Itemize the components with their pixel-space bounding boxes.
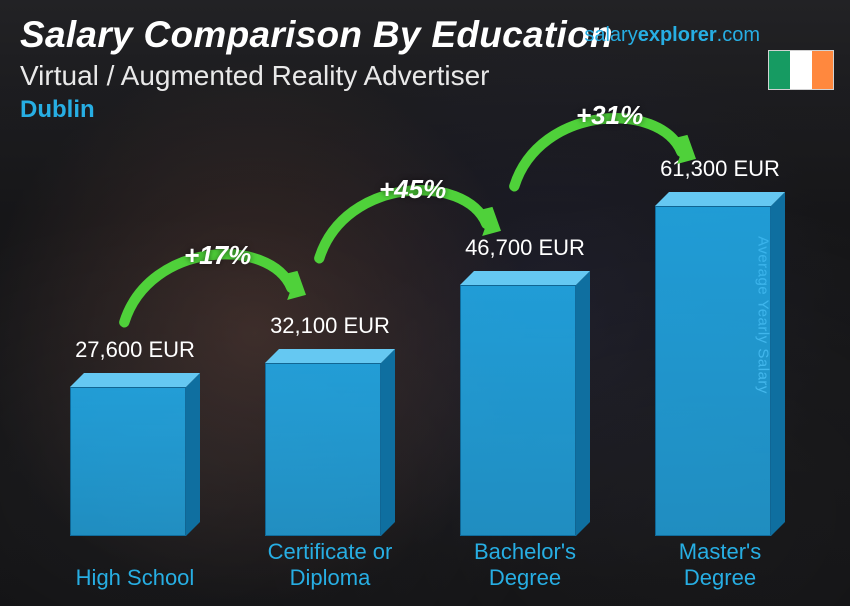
job-title: Virtual / Augmented Reality Advertiser (20, 60, 490, 92)
brand-part1: salary (584, 24, 637, 46)
salary-comparison-infographic: Salary Comparison By Education Virtual /… (0, 0, 850, 606)
bar-category: Master'sDegree (620, 539, 820, 590)
bar-value: 32,100 EUR (230, 313, 430, 339)
flag-stripe (812, 51, 833, 89)
brand-part3: .com (717, 24, 760, 46)
bar-value: 46,700 EUR (425, 235, 625, 261)
bar-slot: 61,300 EURMaster'sDegree (635, 120, 805, 596)
page-title: Salary Comparison By Education (20, 14, 613, 56)
bar-slot: 27,600 EURHigh School (50, 120, 220, 596)
flag-stripe (769, 51, 790, 89)
brand-part2: explorer (638, 24, 717, 46)
education-salary-chart: 27,600 EURHigh School32,100 EURCertifica… (20, 120, 814, 596)
brand-logo-text: salaryexplorer.com (584, 24, 760, 47)
bar-value: 27,600 EUR (35, 337, 235, 363)
bar-slot: 46,700 EURBachelor'sDegree (440, 120, 610, 596)
bars-container: 27,600 EURHigh School32,100 EURCertifica… (20, 120, 814, 596)
flag-stripe (790, 51, 811, 89)
bar-value: 61,300 EUR (620, 156, 820, 182)
bar-category: High School (35, 565, 235, 590)
bar-category: Bachelor'sDegree (425, 539, 625, 590)
country-flag-ireland (768, 50, 834, 90)
bar-category: Certificate orDiploma (230, 539, 430, 590)
bar-slot: 32,100 EURCertificate orDiploma (245, 120, 415, 596)
